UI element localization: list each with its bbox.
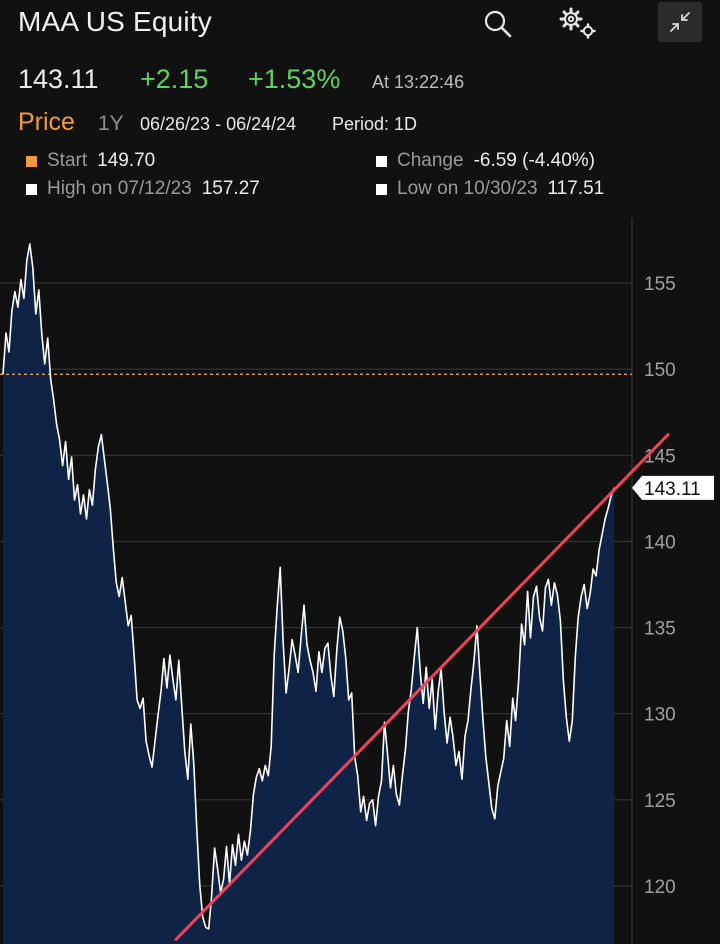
stat-low-value: 117.51	[547, 178, 605, 199]
gear-icon[interactable]	[556, 4, 600, 44]
change-legend-square	[376, 155, 387, 167]
y-tick-label: 135	[644, 619, 676, 640]
price-line	[2, 243, 615, 930]
price-area	[3, 243, 614, 944]
period-selector[interactable]: 1Y	[98, 112, 124, 135]
stat-high-label: High on 07/12/23	[47, 178, 192, 199]
stat-start: Start 149.70	[26, 150, 155, 172]
y-tick-label: 145	[644, 446, 676, 467]
y-tick-label: 155	[644, 274, 676, 295]
last-price-tag	[632, 475, 714, 500]
stat-low-label: Low on 10/30/23	[397, 178, 538, 199]
search-icon[interactable]	[476, 4, 520, 44]
stat-high: High on 07/12/23 157.27	[26, 178, 260, 200]
page-title: MAA US Equity	[18, 6, 213, 37]
price-change-percent: +1.53%	[248, 64, 341, 94]
y-tick-label: 120	[644, 877, 676, 898]
price-change: +2.15	[140, 64, 209, 94]
date-range[interactable]: 06/26/23 - 06/24/24	[140, 114, 297, 134]
stat-change-label: Change	[397, 150, 464, 171]
y-tick-label: 130	[644, 705, 676, 726]
period-label[interactable]: Period: 1D	[332, 114, 418, 134]
quote-time: At 13:22:46	[372, 72, 465, 92]
last-price-tag-label: 143.11	[644, 479, 701, 500]
stat-low: Low on 10/30/23 117.51	[376, 178, 604, 200]
y-tick-label: 140	[644, 532, 676, 553]
collapse-icon[interactable]	[658, 2, 702, 42]
trendline[interactable]	[174, 433, 670, 941]
price-tab[interactable]: Price	[18, 108, 75, 136]
start-legend-square	[26, 155, 37, 167]
high-legend-square	[26, 183, 37, 195]
stat-start-value: 149.70	[97, 150, 156, 171]
stat-change: Change -6.59 (-4.40%)	[376, 150, 595, 172]
stat-high-value: 157.27	[201, 178, 260, 199]
y-tick-label: 125	[644, 791, 676, 812]
y-tick-label: 150	[644, 360, 676, 381]
last-price: 143.11	[18, 64, 99, 94]
stat-start-label: Start	[47, 150, 88, 171]
low-legend-square	[376, 183, 387, 195]
stat-change-value: -6.59 (-4.40%)	[473, 150, 596, 171]
price-chart[interactable]: 155 150 145 140 135 130 125 120 143.11	[0, 218, 720, 944]
